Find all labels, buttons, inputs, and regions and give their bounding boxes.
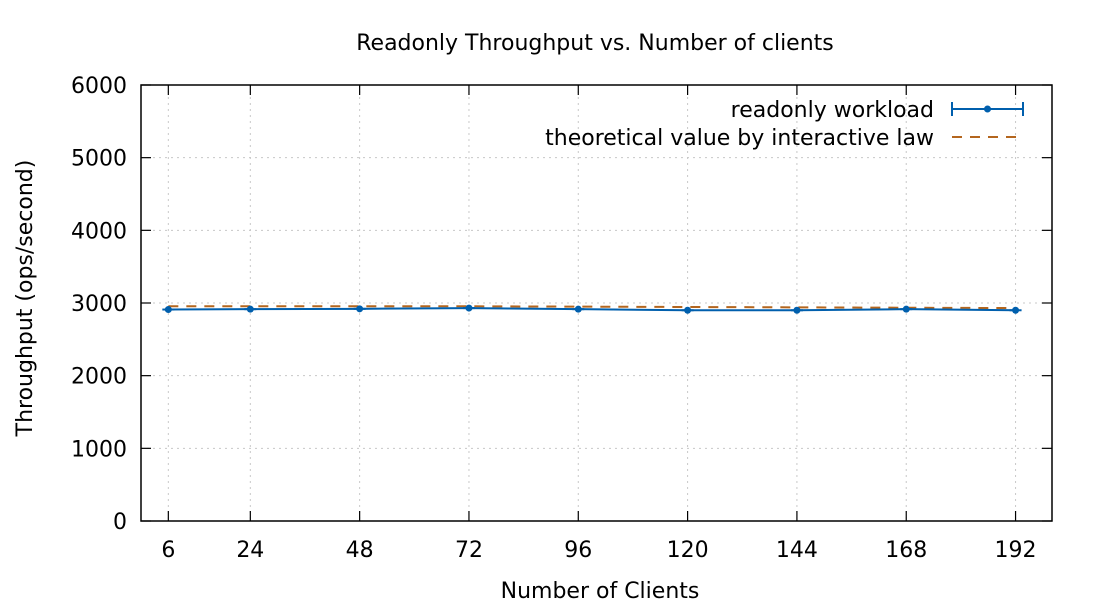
legend-label-theoretical: theoretical value by interactive law xyxy=(545,126,934,151)
data-point xyxy=(902,305,910,313)
x-axis-label: Number of Clients xyxy=(501,579,700,604)
data-point xyxy=(246,305,254,313)
data-point xyxy=(1012,306,1020,314)
x-tick-label: 24 xyxy=(236,538,264,563)
data-point xyxy=(574,305,582,313)
x-tick-label: 48 xyxy=(346,538,374,563)
y-tick-label: 5000 xyxy=(71,147,127,172)
y-tick-label: 3000 xyxy=(71,292,127,317)
x-tick-label: 168 xyxy=(885,538,927,563)
x-tick-label: 144 xyxy=(776,538,818,563)
x-tick-label: 192 xyxy=(995,538,1037,563)
x-tick-label: 120 xyxy=(667,538,709,563)
series-line-theoretical xyxy=(168,305,1016,310)
y-tick-label: 1000 xyxy=(71,437,127,462)
y-axis-label: Throughput (ops/second) xyxy=(13,160,38,438)
data-point xyxy=(465,304,473,312)
legend-label-readonly: readonly workload xyxy=(731,98,934,123)
series-line-readonly xyxy=(168,307,1016,312)
y-tick-label: 6000 xyxy=(71,74,127,99)
x-tick-label: 96 xyxy=(564,538,592,563)
data-point xyxy=(684,306,692,314)
data-point xyxy=(356,305,364,313)
x-tick-label: 72 xyxy=(455,538,483,563)
series-layer xyxy=(162,304,1022,314)
chart-title: Readonly Throughput vs. Number of client… xyxy=(356,31,834,56)
ticks: 0 1000 2000 3000 4000 5000 6000 6 24 48 72 96 120 144… xyxy=(71,74,1052,563)
y-tick-label: 4000 xyxy=(71,219,127,244)
legend: readonly workload theoretical value by i… xyxy=(545,98,1024,151)
x-tick-label: 6 xyxy=(161,538,175,563)
data-point xyxy=(164,306,172,314)
y-tick-label: 2000 xyxy=(71,365,127,390)
y-tick-label: 0 xyxy=(113,510,127,535)
grid-lines xyxy=(141,85,1052,521)
data-point xyxy=(793,306,801,314)
legend-swatch-readonly xyxy=(951,102,1024,116)
legend-point xyxy=(984,105,991,113)
